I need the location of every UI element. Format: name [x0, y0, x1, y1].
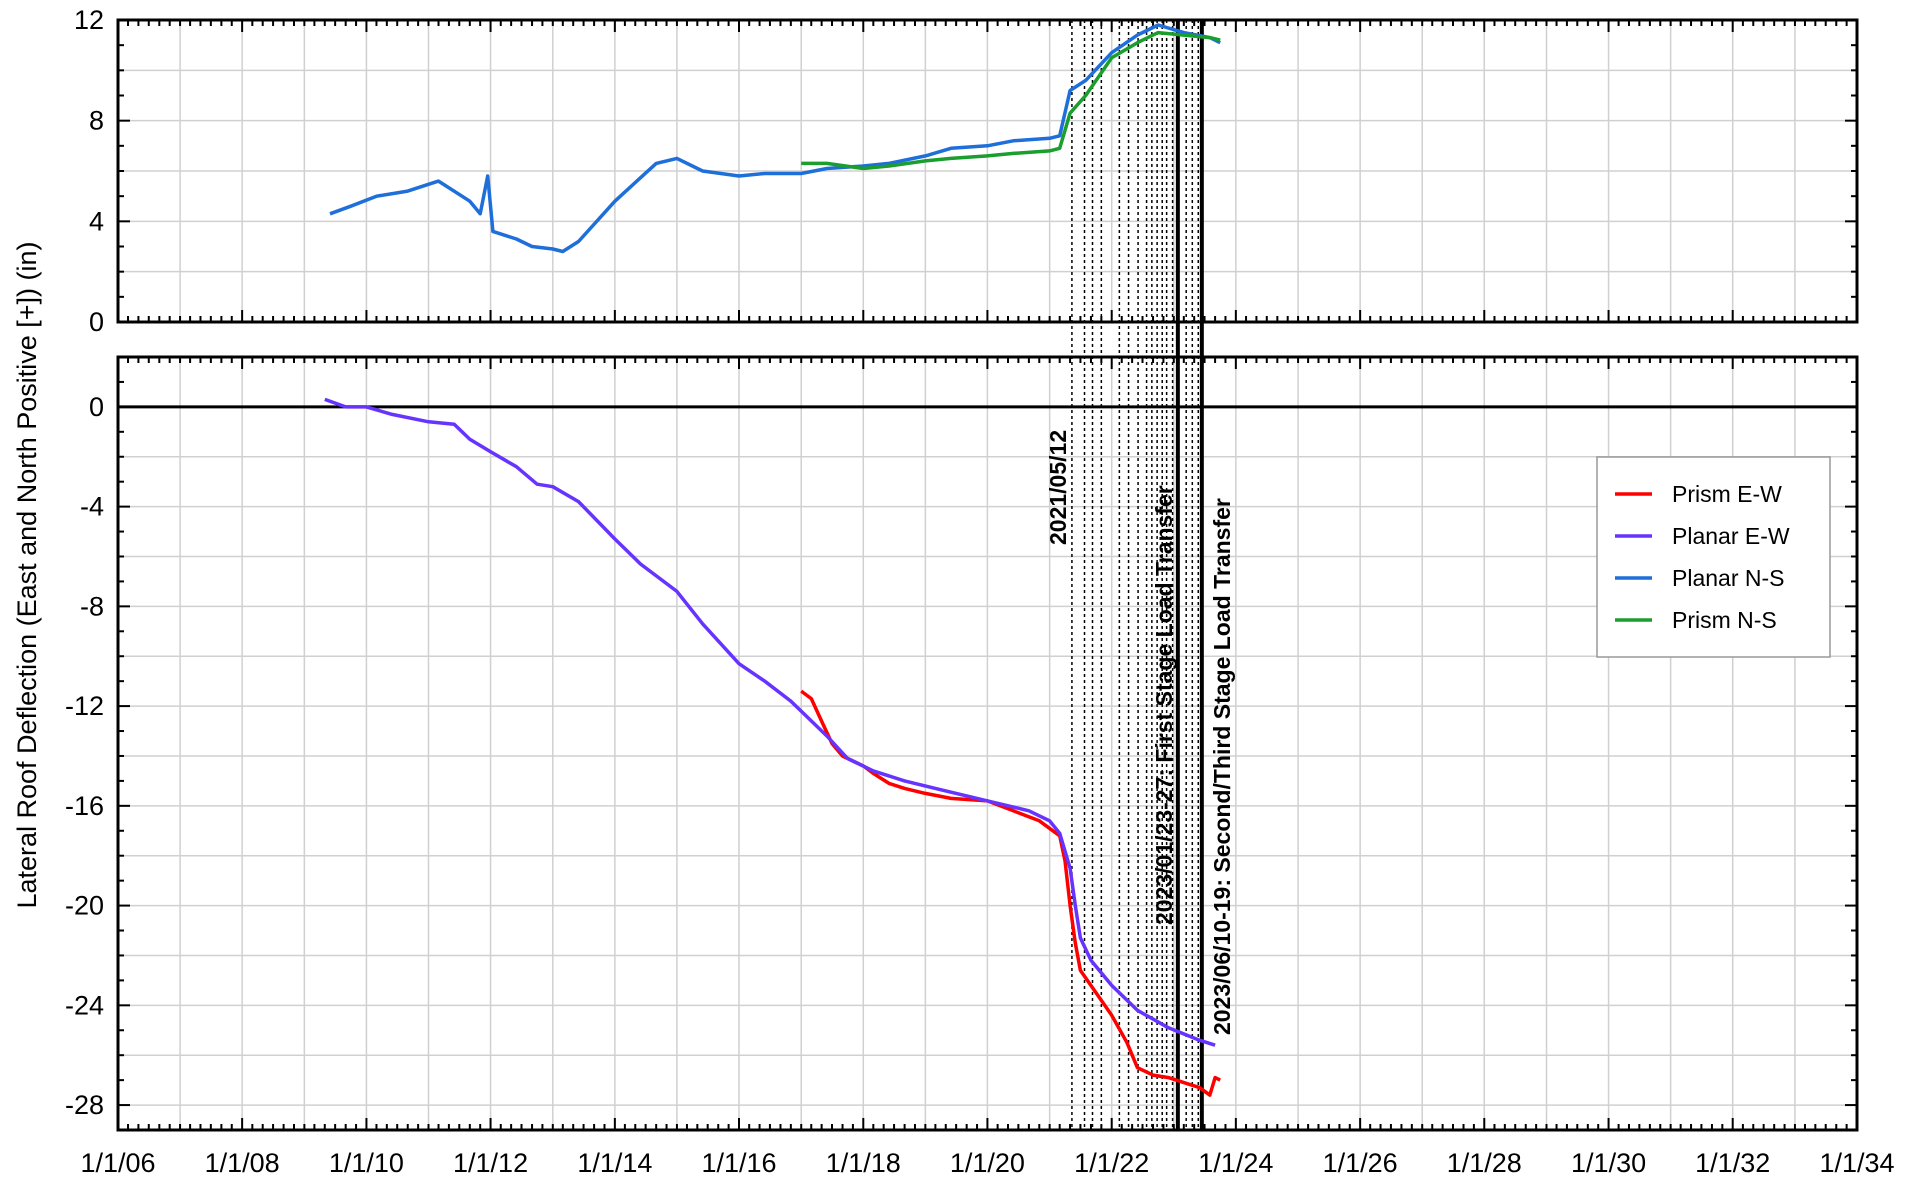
legend-entry: Prism N-S	[1672, 607, 1777, 633]
y-tick-label: -20	[65, 891, 104, 921]
y-tick-label: -4	[80, 492, 104, 522]
legend-entry: Planar E-W	[1672, 523, 1790, 549]
x-tick-label: 1/1/08	[205, 1148, 280, 1178]
x-tick-label: 1/1/12	[453, 1148, 528, 1178]
event-annotation: 2023/01/23-27: First Stage Load Transfer	[1151, 485, 1177, 925]
series-line-planar-e-w	[324, 397, 1216, 1047]
x-tick-label: 1/1/06	[80, 1148, 155, 1178]
x-tick-label: 1/1/18	[826, 1148, 901, 1178]
event-annotation: 2023/06/10-19: Second/Third Stage Load T…	[1209, 498, 1235, 1035]
series-line-planar-n-s	[329, 23, 1221, 254]
x-tick-label: 1/1/28	[1447, 1148, 1522, 1178]
y-tick-label: -28	[65, 1090, 104, 1120]
y-tick-label: 0	[89, 392, 104, 422]
series-line-prism-n-s	[801, 30, 1221, 171]
legend-entry: Prism E-W	[1672, 481, 1782, 507]
x-tick-label: 1/1/16	[701, 1148, 776, 1178]
y-tick-label: 4	[89, 206, 104, 236]
x-tick-label: 1/1/10	[329, 1148, 404, 1178]
x-tick-label: 1/1/14	[577, 1148, 652, 1178]
y-tick-label: -12	[65, 691, 104, 721]
event-annotation: 2021/05/12	[1045, 430, 1071, 545]
y-tick-label: 12	[74, 5, 104, 35]
x-tick-label: 1/1/22	[1074, 1148, 1149, 1178]
y-axis-title: Lateral Roof Deflection (East and North …	[12, 241, 42, 908]
legend-box	[1596, 456, 1831, 658]
y-tick-label: 0	[89, 307, 104, 337]
x-tick-label: 1/1/24	[1198, 1148, 1273, 1178]
x-tick-label: 1/1/26	[1323, 1148, 1398, 1178]
y-tick-label: -8	[80, 591, 104, 621]
x-tick-label: 1/1/34	[1819, 1148, 1894, 1178]
x-tick-label: 1/1/20	[950, 1148, 1025, 1178]
x-tick-label: 1/1/30	[1571, 1148, 1646, 1178]
y-tick-label: 8	[89, 106, 104, 136]
legend-entry: Planar N-S	[1672, 565, 1784, 591]
y-tick-label: -24	[65, 990, 104, 1020]
y-tick-label: -16	[65, 791, 104, 821]
x-tick-label: 1/1/32	[1695, 1148, 1770, 1178]
